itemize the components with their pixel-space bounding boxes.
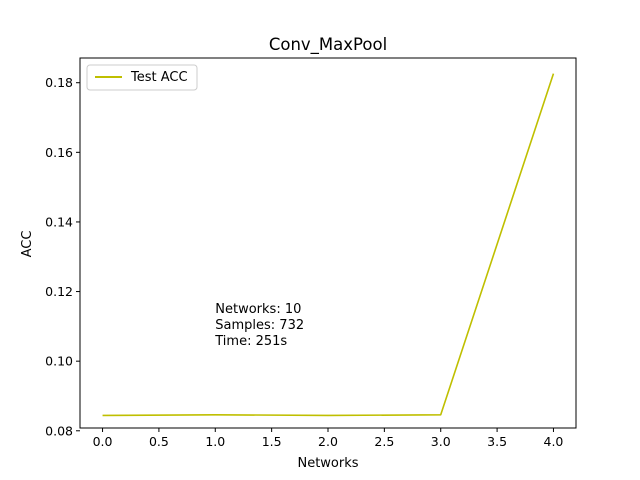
y-tick-label: 0.12 [45,284,73,299]
series-line-test-acc [102,73,555,417]
x-tick-label: 0.5 [149,434,169,449]
annotation-networks: Networks: 10 [215,302,301,317]
x-tick-label: 3.0 [431,434,451,449]
x-tick-label: 3.5 [487,434,507,449]
y-tick-label: 0.08 [45,423,73,438]
x-tick-label: 0.0 [93,434,113,449]
stats-annotation: Networks: 10 Samples: 732 Time: 251s [214,302,304,349]
annotation-time: Time: 251s [214,334,287,349]
x-tick-label: 4.0 [544,434,564,449]
y-tick-label: 0.10 [45,354,73,369]
legend: Test ACC [86,64,198,91]
plot-area: 0.0 0.5 1.0 1.5 2.0 2.5 3.0 3.5 4.0 0.08 0.10 0.12… [45,57,577,449]
x-tick-label: 2.0 [318,434,338,449]
y-tick-label: 0.16 [45,145,73,160]
plot-frame [79,57,577,429]
legend-label-test-acc: Test ACC [130,70,188,85]
x-tick-label: 1.0 [205,434,225,449]
y-tick-label: 0.18 [45,75,73,90]
legend-box [86,64,198,91]
y-axis-ticks: 0.08 0.10 0.12 0.14 0.16 0.18 [45,75,80,438]
y-tick-label: 0.14 [45,214,73,229]
series-layer [102,73,555,417]
annotation-samples: Samples: 732 [215,318,304,333]
x-tick-label: 1.5 [262,434,282,449]
chart-title: Conv_MaxPool [269,35,387,55]
x-axis-ticks: 0.0 0.5 1.0 1.5 2.0 2.5 3.0 3.5 4.0 [93,428,564,449]
x-axis-label: Networks [297,456,358,471]
y-axis-label: ACC [20,231,35,258]
x-tick-label: 2.5 [374,434,394,449]
